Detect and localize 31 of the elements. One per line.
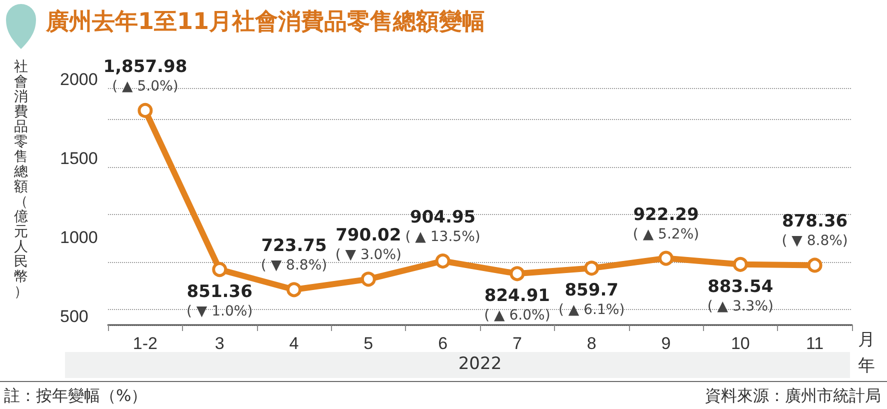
data-label: 851.36 ( ▼ 1.0%) <box>186 282 253 320</box>
x-tick-label: 3 <box>214 334 224 353</box>
x-tick-label: 6 <box>438 334 448 353</box>
x-tick-label: 8 <box>586 334 596 353</box>
data-label: 1,857.98 ( ▲ 5.0%) <box>103 56 188 94</box>
data-label: 878.36 ( ▼ 8.8%) <box>782 212 848 250</box>
chart-title: 廣州去年1至11月社會消費品零售總額變幅 <box>46 8 486 37</box>
x-tick-label: 7 <box>512 334 522 353</box>
x-tick-label: 9 <box>661 334 671 353</box>
data-label: 790.02 ( ▼ 3.0%) <box>335 226 402 264</box>
data-label: 859.7 ( ▲ 6.1%) <box>558 280 625 318</box>
x-axis-title: 月 <box>858 329 875 351</box>
x-tick-label: 11 <box>806 334 824 353</box>
data-label: 824.91 ( ▲ 6.0%) <box>484 286 550 324</box>
text: 2022 <box>458 354 502 374</box>
x-tick-label: 4 <box>289 334 299 353</box>
data-label: 922.29 ( ▲ 5.2%) <box>632 204 700 242</box>
y-tick-label: 1000 <box>60 228 98 247</box>
x-tick-label: 1-2 <box>132 334 158 353</box>
x-tick-label: 10 <box>730 334 750 353</box>
data-label: 904.95 ( ▲ 13.5%) <box>405 208 480 246</box>
source-note: 資料來源：廣州市統計局 <box>705 386 881 407</box>
data-label: 723.75 ( ▼ 8.8%) <box>260 236 328 274</box>
x-tick-label: 5 <box>364 334 374 353</box>
text: 社會消費品零售總額（億元人民幣） <box>14 59 28 300</box>
y-tick-label: 1500 <box>60 149 98 168</box>
y-tick-label: 2000 <box>60 70 98 89</box>
data-label: 883.54 ( ▲ 3.3%) <box>707 276 774 314</box>
text: 註：按年變幅（%） <box>4 386 148 407</box>
text: 年 <box>858 355 875 377</box>
y-tick-label: 500 <box>60 307 88 326</box>
